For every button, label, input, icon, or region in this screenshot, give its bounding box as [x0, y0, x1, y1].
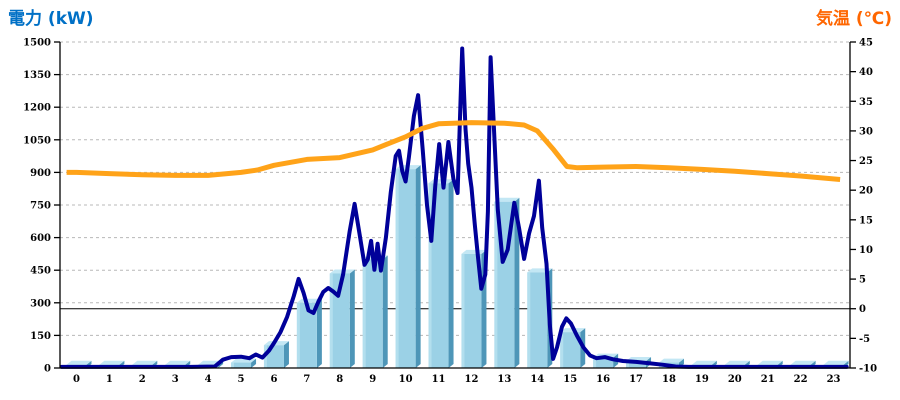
hour-label: 19 [695, 374, 709, 385]
temperature-line [66, 120, 841, 182]
temperature-axis-title: 気温 (℃) [815, 9, 892, 29]
right-tick-label: 25 [859, 156, 873, 167]
right-axis-labels: -10 -5 0 5 10 15 20 25 30 35 40 45 [850, 38, 877, 375]
bar-hour-9 [362, 255, 388, 368]
right-tick-label: 20 [859, 186, 873, 197]
energy-bars [66, 165, 849, 368]
hour-label: 15 [563, 374, 577, 385]
hour-label: 23 [827, 374, 841, 385]
bar-hour-15 [560, 328, 586, 368]
bar-hour-10 [395, 165, 421, 368]
hour-label: 11 [432, 374, 446, 385]
hour-label: 14 [530, 374, 544, 385]
hour-label: 4 [205, 374, 212, 385]
left-tick-label: 750 [30, 201, 51, 212]
power-line [59, 46, 849, 369]
hour-label: 10 [399, 374, 413, 385]
hour-label: 2 [139, 374, 146, 385]
hour-label: 8 [336, 374, 343, 385]
left-tick-label: 450 [30, 266, 51, 277]
right-tick-label: 10 [859, 245, 873, 256]
bar-hour-7 [296, 298, 322, 368]
bar-hour-5 [231, 358, 257, 368]
hour-label: 12 [464, 374, 478, 385]
hour-label: 21 [761, 374, 775, 385]
right-tick-label: 0 [859, 304, 866, 315]
right-tick-label: 40 [859, 67, 873, 78]
hour-label: 5 [238, 374, 245, 385]
right-tick-label: -5 [859, 334, 870, 345]
right-tick-label: 30 [859, 126, 873, 137]
left-tick-label: 300 [30, 298, 51, 309]
bar-hour-12 [461, 249, 487, 368]
hour-label: 9 [369, 374, 376, 385]
hour-label: 0 [73, 374, 80, 385]
left-tick-label: 1350 [23, 70, 51, 81]
right-tick-label: 15 [859, 215, 873, 226]
hour-label: 18 [662, 374, 676, 385]
hour-label: 1 [106, 374, 113, 385]
hour-label: 6 [270, 374, 277, 385]
left-tick-label: 150 [30, 331, 51, 342]
left-tick-label: 1500 [23, 38, 51, 49]
axes [59, 42, 851, 369]
right-tick-label: 35 [859, 97, 873, 108]
left-axis-labels: 0 150 300 450 600 750 900 1050 1200 1350 1500 [23, 38, 60, 375]
left-tick-label: 1050 [23, 135, 51, 146]
hour-label: 22 [794, 374, 808, 385]
right-tick-label: -10 [859, 364, 877, 375]
power-axis-title: 電力 (kW) [8, 9, 94, 29]
bar-hour-8 [329, 269, 355, 368]
x-axis-labels: 0 1 2 3 4 5 6 7 8 9 10 11 12 13 14 15 16 17 18 19 20 21 22 23 [73, 374, 841, 385]
left-tick-label: 900 [30, 168, 51, 179]
left-tick-label: 1200 [23, 103, 51, 114]
right-tick-label: 5 [859, 275, 866, 286]
left-tick-label: 600 [30, 233, 51, 244]
hour-label: 7 [303, 374, 310, 385]
hour-label: 3 [172, 374, 179, 385]
hour-label: 20 [728, 374, 742, 385]
hour-label: 17 [629, 374, 643, 385]
left-tick-label: 0 [44, 364, 51, 375]
hour-label: 13 [497, 374, 511, 385]
hour-label: 16 [596, 374, 610, 385]
right-tick-label: 45 [859, 38, 873, 49]
